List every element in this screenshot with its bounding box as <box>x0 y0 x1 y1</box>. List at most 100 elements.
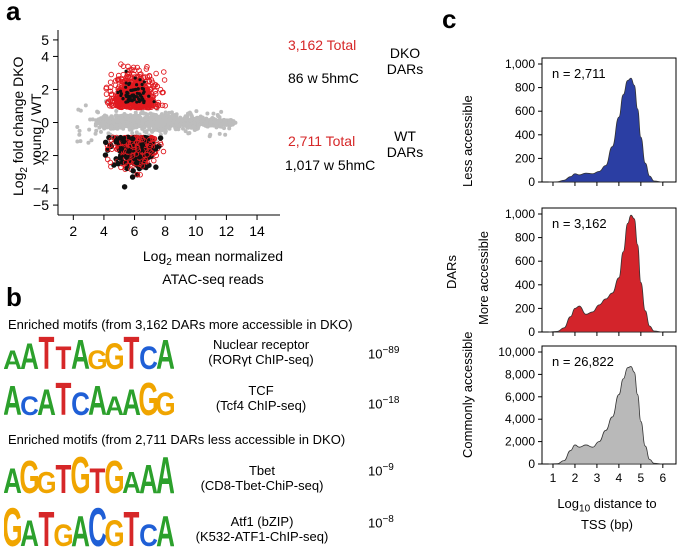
density-y-tick-label: 0 <box>528 457 535 471</box>
motif-logo-letter: T <box>56 342 72 371</box>
motif-logo-letter: C <box>71 388 90 417</box>
scatter-point-bg <box>218 122 222 126</box>
scatter-x-label-line2: ATAC-seq reads <box>118 271 308 287</box>
density-y-tick-label: 200 <box>515 151 535 165</box>
density-y-tick-label: 1,000 <box>505 57 535 71</box>
density-dars-label: DARs <box>444 255 459 289</box>
scatter-point-bg <box>91 117 95 121</box>
scatter-point-bg <box>205 123 209 127</box>
scatter-point-dko-5hmc <box>137 97 140 100</box>
scatter-point-dko-5hmc <box>126 91 129 94</box>
scatter-point-bg <box>148 118 152 122</box>
scatter-point-bg <box>94 132 98 136</box>
scatter-y-tick-label: 5 <box>41 32 49 48</box>
motif-logo-letter: T <box>124 506 140 548</box>
density-y-tick-label: 600 <box>515 104 535 118</box>
scatter-point-bg <box>188 119 192 123</box>
scatter-point-dko-5hmc <box>138 92 141 95</box>
scatter-point-dko-5hmc <box>141 83 144 86</box>
scatter-point-wt <box>137 166 142 171</box>
scatter-point-bg <box>223 133 227 137</box>
scatter-point-bg <box>193 128 197 132</box>
scatter-point-bg <box>167 121 171 125</box>
scatter-point-dko <box>154 71 159 76</box>
panel-b-letter: b <box>6 282 22 313</box>
scatter-point-bg <box>218 132 222 136</box>
scatter-point-dko-5hmc <box>134 88 137 91</box>
scatter-point-bg <box>127 125 131 129</box>
density-n-annotation: n = 3,162 <box>552 216 607 231</box>
panel-c-letter: c <box>442 4 456 35</box>
density-panel-1: 0 200 400 600 800 1,000 n = 2,711 <box>505 57 676 189</box>
scatter-point-bg <box>149 112 153 116</box>
scatter-point-bg <box>211 112 215 116</box>
density-area <box>549 367 663 464</box>
scatter-point-bg <box>112 120 116 124</box>
scatter-point-bg <box>106 123 110 127</box>
scatter-point-bg <box>196 125 200 129</box>
scatter-point-bg <box>176 119 180 123</box>
scatter-point-bg <box>194 109 198 113</box>
scatter-point-bg <box>140 122 144 126</box>
motif-header-more-accessible: Enriched motifs (from 3,162 DARs more ac… <box>8 317 353 332</box>
scatter-point-bg <box>114 113 118 117</box>
scatter-x-tick-label: 14 <box>249 223 265 239</box>
density-y-tick-label: 200 <box>515 301 535 315</box>
wt-total-count: 2,711 Total <box>288 133 355 149</box>
density-y-tick-label: 6,000 <box>505 390 535 404</box>
scatter-point-bg <box>208 121 212 125</box>
scatter-point-bg <box>232 121 236 125</box>
scatter-point-bg <box>219 110 223 114</box>
scatter-point-dko <box>161 70 166 75</box>
motif-logo-letter: T <box>39 335 55 371</box>
scatter-point-wt <box>116 161 121 166</box>
scatter-point-wt <box>124 155 129 160</box>
scatter-point-bg <box>94 124 98 128</box>
motif-logo-letter: G <box>104 335 124 371</box>
scatter-point-bg <box>121 123 125 127</box>
scatter-point-bg <box>145 121 149 125</box>
density-y-tick-label: 4,000 <box>505 412 535 426</box>
motif-logo-letter: G <box>104 512 124 548</box>
scatter-point-bg <box>216 114 220 118</box>
scatter-point-wt <box>105 157 110 162</box>
scatter-point-bg <box>192 120 196 124</box>
scatter-y-label-line2: young / WT <box>28 93 44 165</box>
motif-name-tbet: Tbet (CD8-Tbet-ChiP-seq) <box>182 463 342 493</box>
density-ylabel-less: Less accessible <box>460 95 475 187</box>
scatter-point-bg <box>75 125 79 129</box>
scatter-point-wt <box>130 175 135 180</box>
scatter-point-dko-5hmc <box>124 86 127 89</box>
scatter-point-bg <box>114 109 118 113</box>
scatter-point-bg <box>99 130 103 134</box>
motif-logo-letter: C <box>139 342 158 371</box>
scatter-point-wt <box>127 149 132 154</box>
motif-logo-letter: T <box>56 457 72 495</box>
scatter-y-label-line1: Log2 fold change DKO <box>10 57 30 196</box>
scatter-x-tick-label: 8 <box>161 223 169 239</box>
scatter-point-bg <box>165 125 169 129</box>
scatter-point-bg <box>155 116 159 120</box>
scatter-x-tick-label: 10 <box>188 223 204 239</box>
motif-logo-tbet: AGGTGTGAAA <box>4 455 174 495</box>
density-area <box>549 215 663 332</box>
scatter-point-bg <box>122 112 126 116</box>
density-y-tick-label: 0 <box>528 175 535 189</box>
scatter-point-bg <box>195 118 199 122</box>
scatter-point-wt <box>135 160 140 165</box>
scatter-point-bg <box>227 126 231 130</box>
scatter-point-dko-5hmc <box>147 95 150 98</box>
scatter-y-tick-label: −5 <box>33 197 49 213</box>
motif-logo-letter: G <box>155 388 174 417</box>
scatter-point-wt <box>161 149 166 154</box>
scatter-point-dko-5hmc <box>137 87 140 90</box>
dko-total-count: 3,162 Total <box>288 37 356 53</box>
scatter-point-wt <box>118 156 123 161</box>
motif-logo-letter: A <box>156 455 174 495</box>
density-y-tick-label: 400 <box>515 128 535 142</box>
density-ylabel-common: Commonly accessible <box>460 332 475 458</box>
density-y-tick-label: 2,000 <box>505 435 535 449</box>
scatter-point-wt <box>103 140 108 145</box>
motif-logo-letter: C <box>139 519 158 548</box>
